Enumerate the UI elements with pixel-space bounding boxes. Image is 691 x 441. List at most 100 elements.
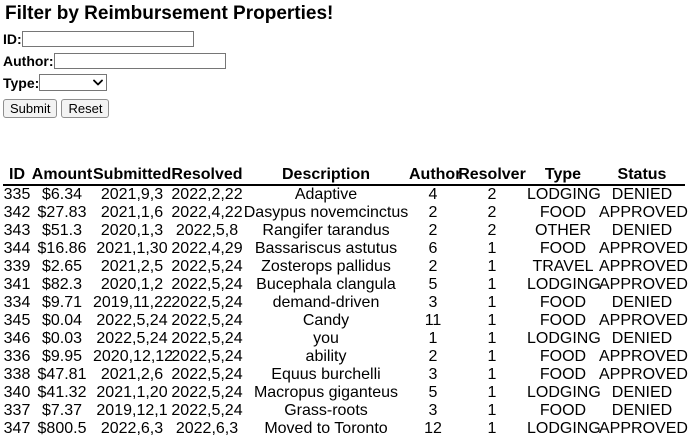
table-cell: 2022,5,24 <box>171 366 243 383</box>
column-header-description: Description <box>243 165 409 186</box>
table-cell: LODGING <box>527 384 601 401</box>
id-input[interactable] <box>21 30 194 47</box>
table-cell: Macropus giganteus <box>253 384 399 401</box>
table-cell: 2 <box>428 204 438 221</box>
table-cell: 2 <box>428 348 438 365</box>
table-cell: 2022,6,3 <box>100 420 164 437</box>
table-cell: DENIED <box>611 384 673 401</box>
column-header-submitted: Submitted <box>93 165 172 186</box>
table-row: 337 $7.37 2019,12,1 2022,5,24 Grass-roots 3 1 F… <box>3 402 685 420</box>
table-cell: Dasypus novemcinctus <box>243 204 409 221</box>
table-cell: 2020,1,3 <box>100 222 164 239</box>
table-cell: Candy <box>302 312 350 329</box>
table-cell: 335 <box>3 186 31 203</box>
table-cell: 2022,5,24 <box>96 312 168 329</box>
table-row: 335 $6.34 2021,9,3 2022,2,22 Adaptive 4 2 LODGI… <box>3 185 685 204</box>
table-cell: DENIED <box>611 402 673 419</box>
author-input[interactable] <box>53 52 226 69</box>
table-cell: $6.34 <box>41 186 83 203</box>
table-cell: LODGING <box>527 276 601 293</box>
table-cell: DENIED <box>611 330 673 347</box>
table-cell: 2022,5,24 <box>171 330 243 347</box>
table-cell: 1 <box>487 366 497 383</box>
table-row: 334 $9.71 2019,11,22 2022,5,24 demand-driven… <box>3 294 685 312</box>
table-cell: 2 <box>487 204 497 221</box>
table-cell: 2021,9,3 <box>100 186 164 203</box>
table-cell: 2022,5,8 <box>175 222 239 239</box>
column-header-author: Author <box>409 165 462 186</box>
column-header-resolved: Resolved <box>171 165 243 186</box>
table-cell: 2019,12,1 <box>96 402 168 419</box>
page-title: Filter by Reimbursement Properties! <box>5 3 334 24</box>
column-header-resolver: Resolver <box>457 165 527 186</box>
table-cell: FOOD <box>539 402 587 419</box>
column-header-status: Status <box>599 165 685 186</box>
table-cell: LODGING <box>527 420 601 437</box>
table-cell: 2021,2,5 <box>100 258 164 275</box>
table-cell: 1 <box>487 258 497 275</box>
table-cell: Zosterops pallidus <box>261 258 391 275</box>
table-cell: 2021,1,20 <box>96 384 168 401</box>
table-cell: FOOD <box>539 312 587 329</box>
table-cell: 2020,12,12 <box>93 348 174 365</box>
table-cell: 2 <box>487 186 497 203</box>
submit-button[interactable]: Submit <box>3 99 58 118</box>
table-cell: ability <box>305 348 347 365</box>
table-cell: 1 <box>487 276 497 293</box>
table-cell: FOOD <box>539 204 587 221</box>
table-cell: 341 <box>3 276 31 293</box>
table-cell: 1 <box>487 420 497 437</box>
table-cell: 2022,5,24 <box>171 384 243 401</box>
table-cell: 1 <box>487 402 497 419</box>
table-cell: 1 <box>487 294 497 311</box>
table-cell: $0.04 <box>41 312 83 329</box>
column-header-type: Type <box>527 165 599 186</box>
id-form-row: ID: <box>3 30 688 47</box>
table-cell: 2021,2,6 <box>100 366 164 383</box>
table-cell: $800.5 <box>37 420 87 437</box>
type-label: Type: <box>3 74 40 91</box>
table-cell: 2022,5,24 <box>171 312 243 329</box>
table-cell: 343 <box>3 222 31 239</box>
table-cell: $0.03 <box>41 330 83 347</box>
table-cell: 1 <box>487 240 497 257</box>
table-cell: $82.3 <box>41 276 83 293</box>
table-cell: 3 <box>428 294 438 311</box>
table-row: 339 $2.65 2021,2,5 2022,5,24 Zosterops palli… <box>3 258 688 276</box>
table-cell: 2022,5,24 <box>171 258 243 275</box>
table-row: 347 $800.5 2022,6,3 2022,6,3 Moved to Toront… <box>3 420 688 438</box>
author-label: Author: <box>3 52 54 69</box>
table-cell: 340 <box>3 384 31 401</box>
table-cell: OTHER <box>535 222 591 239</box>
table-cell: 2021,1,6 <box>100 204 164 221</box>
table-cell: 5 <box>428 384 438 401</box>
table-cell: you <box>313 330 339 347</box>
table-row: 341 $82.3 2020,1,2 2022,5,24 Bucephala clang… <box>3 276 688 294</box>
table-cell: 2021,1,30 <box>96 240 168 257</box>
table-cell: DENIED <box>611 222 673 239</box>
reset-button[interactable]: Reset <box>61 99 110 118</box>
table-cell: 2022,4,22 <box>171 204 243 221</box>
table-cell: 3 <box>428 366 438 383</box>
table-cell: 1 <box>487 312 497 329</box>
table-cell: 342 <box>3 204 31 221</box>
table-row: 345 $0.04 2022,5,24 2022,5,24 Candy 11 1 FOOD AP… <box>3 312 688 330</box>
table-cell: Adaptive <box>294 186 358 203</box>
table-row: 346 $0.03 2022,5,24 2022,5,24 you 1 1 LODGING DE… <box>3 330 685 348</box>
table-cell: APPROVED <box>599 366 688 383</box>
table-cell: $41.32 <box>37 384 87 401</box>
table-cell: 338 <box>3 366 31 383</box>
reimbursements-table: ID Amount Submitted Resolved Description Auth… <box>3 165 688 438</box>
table-cell: APPROVED <box>599 204 688 221</box>
table-cell: $7.37 <box>41 402 83 419</box>
table-cell: 5 <box>428 276 438 293</box>
table-cell: 336 <box>3 348 31 365</box>
type-select[interactable] <box>39 73 108 91</box>
table-cell: FOOD <box>539 366 587 383</box>
table-cell: 2022,5,24 <box>96 330 168 347</box>
table-row: 336 $9.95 2020,12,12 2022,5,24 ability 2 1 FOOD… <box>3 348 688 366</box>
table-cell: Moved to Toronto <box>264 420 388 437</box>
table-cell: $9.95 <box>41 348 83 365</box>
column-header-amount: Amount <box>31 165 93 186</box>
table-cell: APPROVED <box>599 348 688 365</box>
